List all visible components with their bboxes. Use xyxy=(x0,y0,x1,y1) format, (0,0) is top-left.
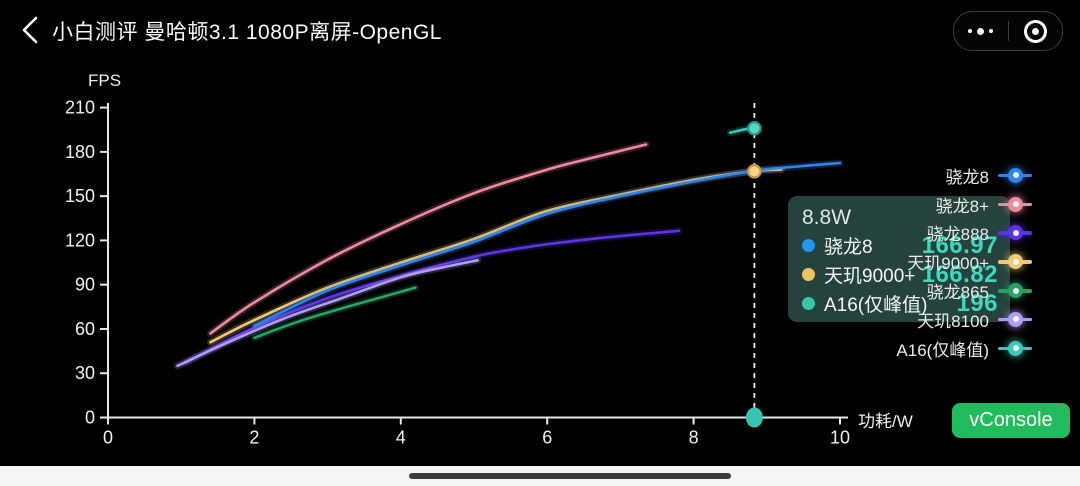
back-icon[interactable] xyxy=(16,14,46,46)
y-tick-label: 120 xyxy=(65,230,95,250)
y-tick-label: 150 xyxy=(65,186,95,206)
series-line-骁龙865 xyxy=(253,286,417,340)
tooltip-row: A16(仅峰值) 196 xyxy=(802,289,998,318)
close-minimize-button[interactable] xyxy=(1009,12,1063,50)
vconsole-button[interactable]: vConsole xyxy=(952,403,1070,438)
legend-label: 天玑9000+ xyxy=(907,254,989,274)
home-indicator[interactable] xyxy=(409,473,731,479)
tooltip-power-value: 8.8W xyxy=(802,206,852,229)
tooltip-row: 骁龙8 166.97 xyxy=(802,231,998,260)
legend-marker-icon xyxy=(998,311,1032,327)
legend-label: 骁龙8 xyxy=(945,167,989,187)
series-line-骁龙8 xyxy=(253,161,842,328)
series-line-骁龙8+ xyxy=(209,143,648,335)
y-axis-unit: FPS xyxy=(88,71,122,90)
tooltip-row: 天玑9000+ 166.82 xyxy=(802,260,998,289)
legend-marker-icon xyxy=(998,196,1032,212)
legend-item-骁龙8+[interactable]: 骁龙8+ xyxy=(896,190,1032,219)
legend-marker-icon xyxy=(998,167,1032,183)
legend-label: 骁龙888 xyxy=(926,225,989,245)
series-line-骁龙888 xyxy=(183,229,681,365)
y-tick-label: 0 xyxy=(85,408,95,428)
tooltip-series-dot xyxy=(802,297,815,310)
nav-bar: 小白测评 曼哈顿3.1 1080P离屏-OpenGL xyxy=(0,0,1080,60)
point-marker-天玑9000+[interactable] xyxy=(747,164,762,179)
tooltip-series-dot xyxy=(802,239,815,252)
legend-marker-icon xyxy=(998,340,1032,356)
tooltip-series-name: A16(仅峰值) xyxy=(824,295,928,316)
legend-marker-icon xyxy=(998,254,1032,270)
legend-item-骁龙865[interactable]: 骁龙865 xyxy=(896,276,1032,305)
capsule-divider xyxy=(1007,21,1009,41)
chart-tooltip: 8.8W 骁龙8 166.97 天玑9000+ 166.82 A16(仅峰值) 196 xyxy=(788,196,1010,322)
y-tick-label: 180 xyxy=(65,142,95,162)
x-axis-unit: 功耗/W xyxy=(858,412,913,431)
y-tick-label: 30 xyxy=(75,363,95,383)
legend-item-骁龙8[interactable]: 骁龙8 xyxy=(896,161,1032,190)
page-title: 小白测评 曼哈顿3.1 1080P离屏-OpenGL xyxy=(52,21,442,44)
legend-item-骁龙888[interactable]: 骁龙888 xyxy=(896,219,1032,248)
x-tick-label: 2 xyxy=(249,428,259,448)
y-tick-label: 90 xyxy=(75,275,95,295)
legend-item-天玑8100[interactable]: 天玑8100 xyxy=(896,305,1032,334)
home-indicator-area xyxy=(0,466,1080,486)
miniprogram-capsule xyxy=(953,11,1063,51)
legend-item-A16(仅峰值)[interactable]: A16(仅峰值) xyxy=(896,334,1032,363)
chart-legend: 骁龙8 骁龙8+ 骁龙888 天玑9000+ 骁龙865 天玑8100 A16(仅峰值) xyxy=(896,161,1032,363)
tooltip-series-value: 196 xyxy=(956,289,998,317)
x-tick-label: 10 xyxy=(830,428,850,448)
more-button[interactable] xyxy=(954,12,1008,50)
x-tick-label: 8 xyxy=(689,428,699,448)
legend-label: 骁龙865 xyxy=(926,283,989,303)
x-tick-label: 0 xyxy=(103,428,113,448)
tooltip-series-value: 166.82 xyxy=(921,260,998,288)
legend-marker-icon xyxy=(998,283,1032,299)
tooltip-series-value: 166.97 xyxy=(921,231,998,259)
series-line-天玑8100 xyxy=(176,259,479,368)
legend-label: 骁龙8+ xyxy=(935,196,989,216)
target-circle-icon xyxy=(1023,19,1047,43)
tooltip-series-name: 天玑9000+ xyxy=(824,266,916,287)
x-tick-label: 4 xyxy=(396,428,406,448)
point-marker-A16(仅峰值)[interactable] xyxy=(747,120,762,136)
legend-label: 天玑8100 xyxy=(917,311,989,331)
crosshair-axis-dot[interactable] xyxy=(745,407,763,428)
legend-marker-icon xyxy=(998,225,1032,241)
y-tick-label: 60 xyxy=(75,319,95,339)
tooltip-series-name: 骁龙8 xyxy=(824,237,873,258)
legend-item-天玑9000+[interactable]: 天玑9000+ xyxy=(896,247,1032,276)
tooltip-series-dot xyxy=(802,268,815,281)
y-tick-label: 210 xyxy=(65,98,95,118)
x-tick-label: 6 xyxy=(542,428,552,448)
legend-label: A16(仅峰值) xyxy=(896,340,989,360)
three-dots-icon xyxy=(968,27,994,35)
